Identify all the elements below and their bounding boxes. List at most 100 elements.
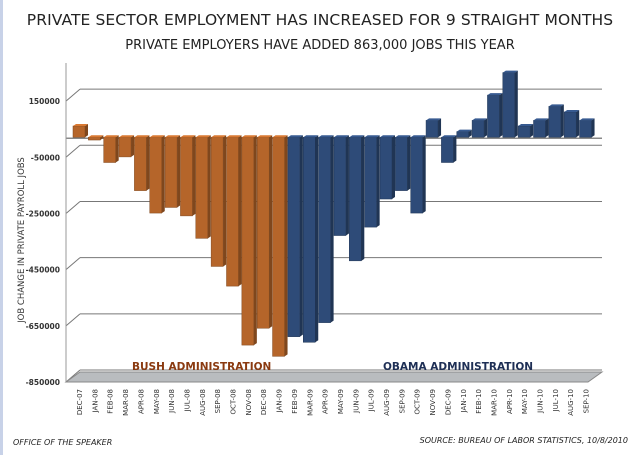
bar-jan-09 <box>272 135 288 357</box>
bar-aug-10 <box>563 109 580 138</box>
y-tick-label: 150000 <box>29 97 60 106</box>
gridline-depth <box>65 257 81 271</box>
bar-face <box>333 136 347 236</box>
bar-top <box>226 135 242 138</box>
bar-dec-08 <box>256 135 273 329</box>
gridline-depth <box>65 144 81 158</box>
bar-top <box>410 135 426 138</box>
bar-face <box>349 136 362 262</box>
bar-top <box>579 118 595 121</box>
x-tick-label: APR-09 <box>322 389 330 414</box>
bar-top <box>211 135 227 138</box>
x-tick-label: AUG-08 <box>199 389 207 416</box>
bar-face <box>241 136 255 346</box>
bar-top <box>487 93 503 96</box>
bar-side <box>223 135 227 267</box>
y-tick-label: -250000 <box>26 209 60 218</box>
bar-oct-09 <box>410 135 426 214</box>
bar-side <box>238 135 242 287</box>
x-tick-label: JUN-09 <box>352 389 360 414</box>
bar-face <box>88 136 101 141</box>
bar-top <box>134 135 150 138</box>
chart-subtitle: PRIVATE EMPLOYERS HAVE ADDED 863,000 JOB… <box>125 38 515 53</box>
bar-side <box>407 135 411 191</box>
bar-face <box>364 136 377 228</box>
bar-mar-09 <box>303 135 319 343</box>
gridline-depth <box>65 201 81 214</box>
bar-side <box>376 135 380 228</box>
bar-may-09 <box>333 135 349 236</box>
bar-top <box>533 118 549 121</box>
x-tick-label: APR-08 <box>137 389 145 414</box>
y-axis-label: JOB CHANGE IN PRIVATE PAYROLL JOBS <box>17 157 27 324</box>
bush-administration-label: BUSH ADMINISTRATION <box>132 361 271 373</box>
bar-face <box>410 136 423 214</box>
y-axis: 150000 -50000 -250000 -450000 -650000 -850000 <box>26 63 67 387</box>
x-tick-label: MAR-08 <box>122 389 130 416</box>
bar-side <box>422 135 426 214</box>
bar-top <box>195 135 211 138</box>
bar-side <box>361 135 365 261</box>
bar-face <box>425 120 439 138</box>
bar-face <box>287 136 301 337</box>
x-tick-label: JUN-10 <box>537 389 545 414</box>
x-tick-label: OCT-08 <box>230 389 238 414</box>
bar-face <box>502 72 516 138</box>
bar-side <box>284 135 288 357</box>
x-tick-label: SEP-08 <box>214 389 222 413</box>
x-tick-label: JAN-08 <box>91 389 99 413</box>
bar-feb-10 <box>471 118 488 138</box>
x-tick-label: MAY-10 <box>521 389 529 414</box>
bar-top <box>103 135 119 138</box>
bar-face <box>548 106 562 138</box>
bar-side <box>392 135 395 200</box>
bar-top <box>318 135 334 138</box>
bar-face <box>395 136 408 191</box>
bar-face <box>72 125 86 138</box>
y-tick-label: -650000 <box>26 322 60 331</box>
bar-may-08 <box>149 135 165 214</box>
bar-may-10 <box>517 123 534 138</box>
bar-side <box>177 135 181 208</box>
footer-left: OFFICE OF THE SPEAKER <box>13 438 113 447</box>
x-axis-labels: DEC-07 JAN-08 FEB-08 MAR-08 APR-08 MAY-08 JUN-… <box>76 389 591 416</box>
x-tick-label: JUL-09 <box>368 389 376 412</box>
bar-top <box>548 104 564 107</box>
x-tick-label: SEP-10 <box>583 389 591 413</box>
bar-feb-08 <box>103 135 119 163</box>
x-tick-label: AUG-09 <box>383 389 391 416</box>
bar-face <box>517 125 531 138</box>
y-tick-label: -450000 <box>26 266 60 275</box>
bar-apr-09 <box>318 135 334 323</box>
x-tick-label: NOV-08 <box>245 389 253 415</box>
bar-face <box>103 136 116 163</box>
bar-side <box>468 129 472 138</box>
bar-jan-08 <box>88 135 104 141</box>
gridline-depth <box>65 313 81 327</box>
bar-nov-08 <box>241 135 257 346</box>
bar-mar-08 <box>118 135 135 158</box>
bar-face <box>533 120 546 138</box>
bar-top <box>518 123 534 126</box>
bar-mar-10 <box>487 93 503 138</box>
bar-top <box>149 135 165 138</box>
y-tick-label: -850000 <box>26 378 60 387</box>
bar-apr-10 <box>502 70 518 138</box>
bar-side <box>530 123 534 138</box>
bar-top <box>456 129 472 132</box>
bar-aug-08 <box>195 135 211 239</box>
y-tick-label: -50000 <box>31 153 60 162</box>
bar-top <box>119 135 135 138</box>
bar-side <box>345 135 349 236</box>
bar-face <box>164 136 178 208</box>
x-tick-label: MAY-09 <box>337 389 345 414</box>
bar-face <box>256 136 270 329</box>
bar-dec-09 <box>441 135 457 163</box>
bar-aug-09 <box>379 135 395 200</box>
obama-administration-label: OBAMA ADMINISTRATION <box>383 361 533 373</box>
bar-jul-09 <box>364 135 380 228</box>
bar-top <box>380 135 395 138</box>
bar-side <box>499 93 503 138</box>
bar-side <box>192 135 196 216</box>
x-tick-label: MAY-08 <box>153 389 161 414</box>
